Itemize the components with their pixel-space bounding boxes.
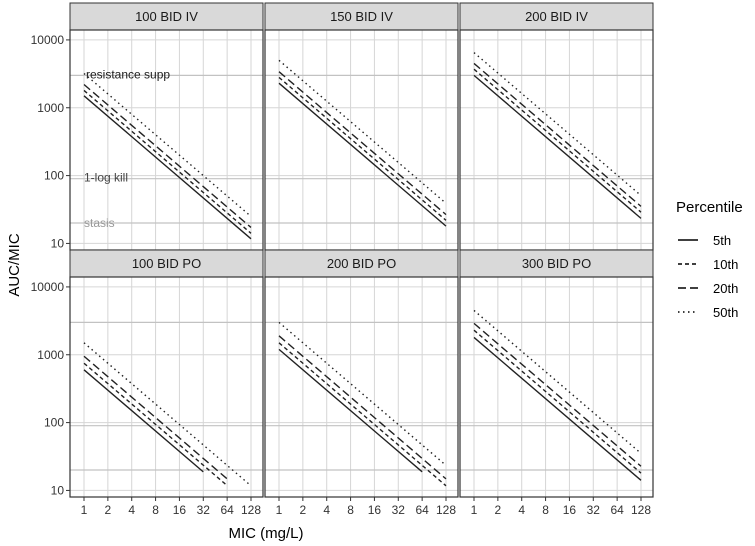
y-tick-label: 100 — [44, 169, 64, 183]
reference-line-label: resistance supp — [86, 67, 170, 81]
plot-background — [265, 30, 458, 250]
x-tick-label: 8 — [542, 503, 549, 517]
series-line-20th — [83, 355, 228, 480]
series-line-5th — [473, 336, 642, 481]
panel-1: 100 BID IV resistance supp 1-log kill stasi… — [31, 2, 264, 251]
y-tick-label: 10 — [51, 236, 65, 250]
legend-label: 5th — [713, 233, 731, 248]
series-line-5th — [83, 369, 204, 473]
x-tick-label: 128 — [241, 503, 261, 517]
y-tick-label: 1000 — [37, 348, 64, 362]
series-line-5th — [83, 95, 252, 240]
panel-4: 100 BID PO 10 100 1000 10000 1 2 4 8 16 32 64 128 — [31, 249, 264, 517]
x-tick-label: 1 — [81, 503, 88, 517]
reference-line-label: stasis — [84, 216, 115, 230]
legend-label: 50th — [713, 305, 738, 320]
y-tick-label: 1000 — [37, 101, 64, 115]
facet-strip — [69, 2, 264, 31]
series-line-20th — [278, 335, 447, 480]
plot-background — [460, 277, 653, 497]
legend-entry-50th: 50th — [678, 305, 738, 320]
facet-title: 100 BID PO — [132, 256, 201, 271]
x-tick-label: 2 — [495, 503, 502, 517]
series-line-5th — [278, 82, 447, 227]
plot-background — [265, 277, 458, 497]
facet-title: 300 BID PO — [522, 256, 591, 271]
legend-entry-5th: 5th — [678, 233, 731, 248]
legend-entry-10th: 10th — [678, 257, 738, 272]
panel-border — [459, 276, 654, 498]
facet-strip — [264, 2, 459, 31]
y-tick-label: 10000 — [31, 280, 65, 294]
x-tick-label: 1 — [276, 503, 283, 517]
x-tick-label: 2 — [105, 503, 112, 517]
series-line-20th — [83, 83, 252, 228]
x-tick-label: 128 — [436, 503, 456, 517]
series-line-5th — [473, 74, 642, 219]
series-line-10th — [278, 76, 447, 221]
x-tick-label: 4 — [323, 503, 330, 517]
panel-border — [69, 276, 264, 498]
x-tick-label: 64 — [415, 503, 429, 517]
series-line-10th — [83, 362, 228, 487]
series-line-20th — [473, 322, 642, 467]
x-tick-label: 16 — [563, 503, 577, 517]
panel-6: 300 BID PO 1 2 4 8 16 32 64 128 — [459, 249, 654, 517]
series-line-20th — [473, 62, 642, 207]
facet-strip — [459, 249, 654, 278]
x-tick-label: 16 — [173, 503, 187, 517]
plot-background — [70, 277, 263, 497]
x-tick-label: 8 — [152, 503, 159, 517]
legend-entry-20th: 20th — [678, 281, 738, 296]
reference-line-label: 1-log kill — [84, 171, 128, 185]
x-tick-label: 32 — [197, 503, 211, 517]
x-tick-label: 32 — [587, 503, 601, 517]
x-axis-title: MIC (mg/L) — [229, 525, 304, 542]
panels-layer: 100 BID IV resistance supp 1-log kill stasi… — [31, 2, 654, 517]
x-tick-label: 4 — [128, 503, 135, 517]
series-line-5th — [278, 348, 423, 473]
facet-title: 100 BID IV — [135, 9, 198, 24]
x-tick-label: 32 — [392, 503, 406, 517]
x-tick-label: 128 — [631, 503, 651, 517]
facet-title: 150 BID IV — [330, 9, 393, 24]
panel-2: 150 BID IV — [264, 2, 459, 251]
facet-title: 200 BID PO — [327, 256, 396, 271]
legend: Percentile 5th 10th 20th 50th — [676, 199, 743, 320]
series-line-10th — [278, 342, 447, 487]
x-tick-label: 64 — [220, 503, 234, 517]
x-tick-label: 1 — [471, 503, 478, 517]
plot-background — [70, 30, 263, 250]
y-axis-title: AUC/MIC — [6, 233, 23, 297]
legend-title: Percentile — [676, 199, 743, 216]
panel-3: 200 BID IV — [459, 2, 654, 251]
legend-entries: 5th 10th 20th 50th — [678, 233, 738, 320]
x-tick-label: 8 — [347, 503, 354, 517]
series-line-10th — [83, 89, 252, 234]
y-tick-label: 100 — [44, 416, 64, 430]
panel-5: 200 BID PO 1 2 4 8 16 32 64 128 — [264, 249, 459, 517]
x-tick-label: 2 — [300, 503, 307, 517]
y-tick-label: 10 — [51, 483, 65, 497]
facet-title: 200 BID IV — [525, 9, 588, 24]
y-tick-label: 10000 — [31, 33, 65, 47]
series-line-20th — [278, 71, 447, 216]
series-line-10th — [473, 68, 642, 213]
legend-label: 10th — [713, 257, 738, 272]
panel-border — [264, 276, 459, 498]
series-line-10th — [473, 329, 642, 474]
x-tick-label: 4 — [518, 503, 525, 517]
x-tick-label: 64 — [610, 503, 624, 517]
facet-strip — [459, 2, 654, 31]
legend-label: 20th — [713, 281, 738, 296]
x-tick-label: 16 — [368, 503, 382, 517]
